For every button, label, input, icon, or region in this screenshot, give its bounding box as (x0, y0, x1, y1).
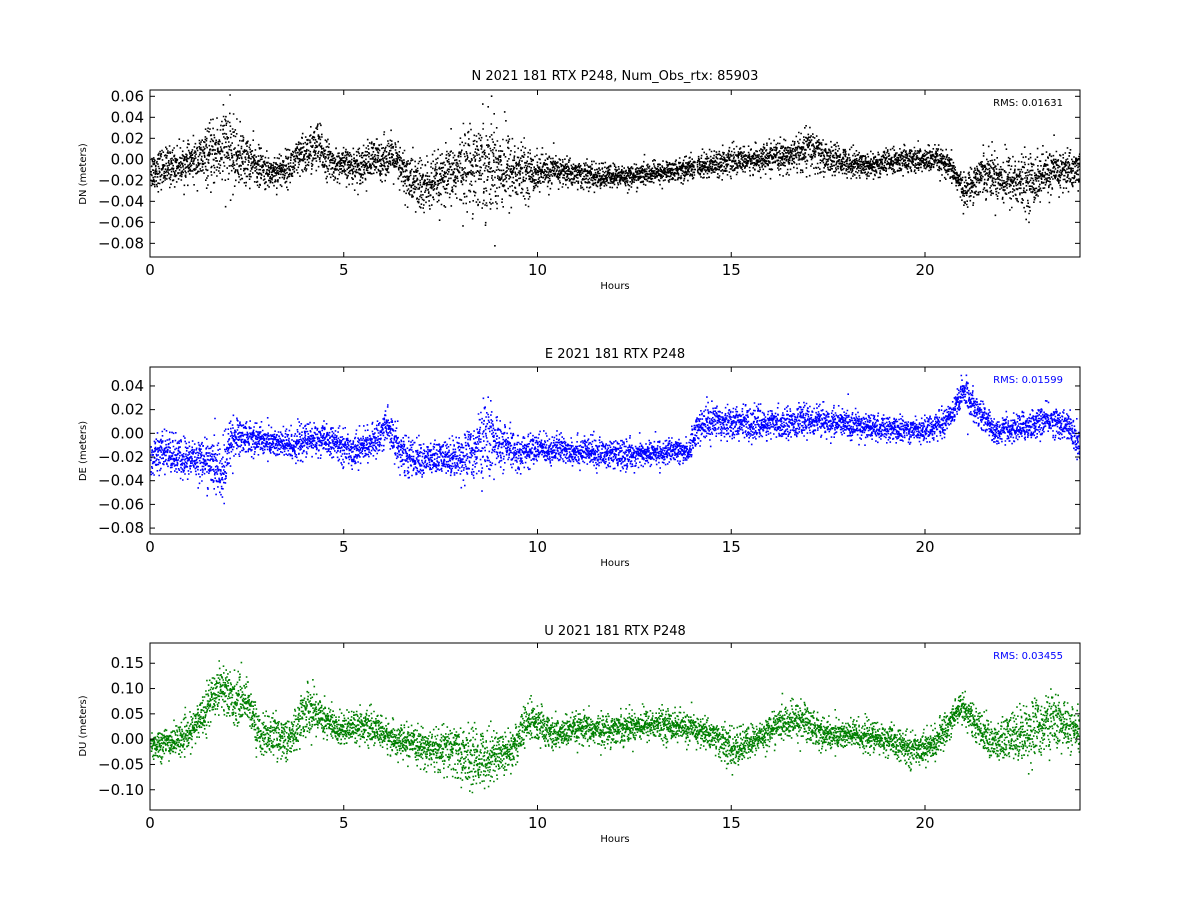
east-y-tick-label: −0.02 (98, 448, 144, 466)
north-panel-title: N 2021 181 RTX P248, Num_Obs_rtx: 85903 (472, 69, 759, 84)
up-data-points (150, 660, 1080, 794)
up-panel-title: U 2021 181 RTX P248 (544, 624, 686, 639)
north-y-tick-label: 0.06 (111, 87, 144, 105)
north-y-tick-label: 0.00 (111, 150, 144, 168)
up-x-tick-label: 20 (915, 814, 934, 832)
north-data-points (150, 94, 1080, 247)
up-component-panel: 0 5 10 15 20 0.15 0.10 0.05 0.00 −0.05 −0.10 U 2021… (78, 624, 1081, 845)
east-x-tick-label: 10 (528, 538, 547, 556)
east-data-points (150, 374, 1080, 505)
up-y-tick-label: 0.15 (111, 654, 144, 672)
north-x-tick-label: 15 (722, 261, 741, 279)
east-y-tick-label: 0.00 (111, 424, 144, 442)
north-y-tick-label: −0.08 (98, 234, 144, 252)
up-y-axis-label: DU (meters) (78, 695, 89, 756)
north-x-tick-label: 0 (145, 261, 155, 279)
north-y-tick-label: 0.02 (111, 129, 144, 147)
east-x-tick-label: 15 (722, 538, 741, 556)
north-x-tick-label: 5 (339, 261, 349, 279)
north-y-tick-label: −0.04 (98, 192, 144, 210)
north-y-axis-label: DN (meters) (78, 143, 89, 205)
north-y-tick-label: −0.06 (98, 213, 144, 231)
up-y-tick-label: 0.00 (111, 730, 144, 748)
up-x-axis-label: Hours (600, 834, 629, 845)
up-x-tick-label: 0 (145, 814, 155, 832)
up-rms-label: RMS: 0.03455 (993, 651, 1063, 662)
north-x-tick-label: 20 (915, 261, 934, 279)
east-y-tick-label: 0.04 (111, 377, 144, 395)
east-x-axis-label: Hours (600, 558, 629, 569)
up-x-tick-label: 10 (528, 814, 547, 832)
east-rms-label: RMS: 0.01599 (993, 375, 1063, 386)
east-y-axis-label: DE (meters) (78, 421, 89, 481)
up-y-tick-label: −0.10 (98, 781, 144, 799)
east-scatter-points (150, 374, 1080, 505)
north-x-axis-label: Hours (600, 281, 629, 292)
north-x-tick-label: 10 (528, 261, 547, 279)
east-y-tick-label: −0.08 (98, 519, 144, 537)
east-panel-title: E 2021 181 RTX P248 (545, 347, 685, 362)
up-x-tick-label: 15 (722, 814, 741, 832)
east-y-tick-label: 0.02 (111, 401, 144, 419)
east-x-tick-label: 0 (145, 538, 155, 556)
east-y-tick-label: −0.06 (98, 495, 144, 513)
east-x-tick-label: 20 (915, 538, 934, 556)
up-y-tick-label: 0.05 (111, 705, 144, 723)
east-y-tick-label: −0.04 (98, 472, 144, 490)
north-axes-frame (149, 89, 1081, 258)
up-scatter-points (150, 660, 1080, 794)
north-y-tick-label: 0.04 (111, 108, 144, 126)
north-scatter-points (150, 94, 1080, 247)
east-x-tick-label: 5 (339, 538, 349, 556)
up-x-tick-label: 5 (339, 814, 349, 832)
up-y-tick-label: 0.10 (111, 680, 144, 698)
north-component-panel: 0 5 10 15 20 0.06 0.04 0.02 0.00 −0.02 −0.04 −0.06 −… (78, 69, 1081, 292)
east-axes-frame (149, 366, 1081, 535)
north-y-tick-label: −0.02 (98, 171, 144, 189)
up-y-tick-label: −0.05 (98, 755, 144, 773)
up-axes-frame (149, 642, 1081, 811)
east-component-panel: 0 5 10 15 20 0.04 0.02 0.00 −0.02 −0.04 −0.06 −0.08… (78, 347, 1081, 569)
north-rms-label: RMS: 0.01631 (993, 98, 1063, 109)
